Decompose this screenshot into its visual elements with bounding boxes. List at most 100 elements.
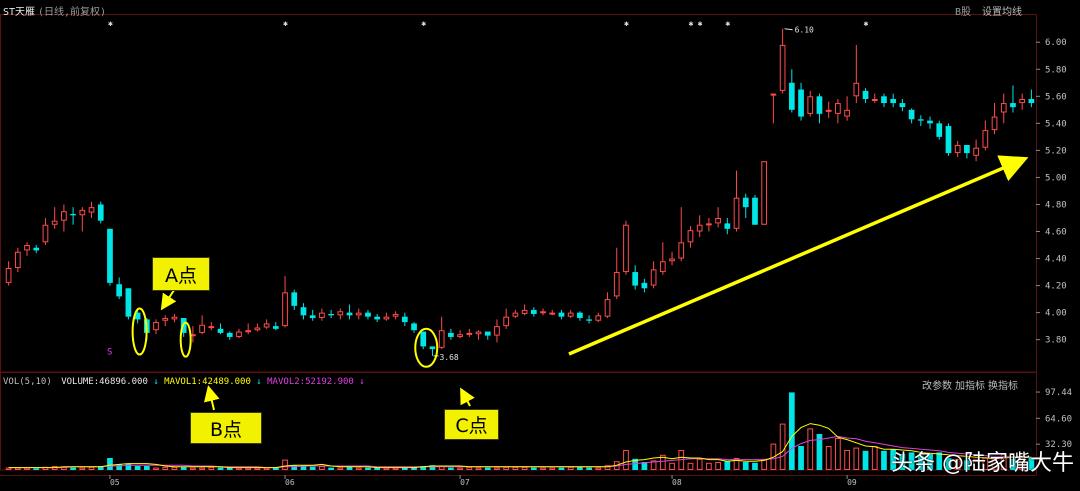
candle [291, 289, 298, 310]
volume-header: VOL(5,10) VOLUME:46896.000 ↓ MAVOL1:4248… [3, 377, 365, 387]
candle [438, 316, 445, 350]
candle [954, 140, 961, 158]
candle-body [1010, 103, 1016, 108]
candle [33, 245, 40, 254]
candle-body [623, 224, 629, 273]
candle-body [659, 261, 666, 273]
price-tick-label: 4.40 [1045, 255, 1067, 265]
candle-body [549, 312, 556, 315]
volume-bar [153, 467, 159, 471]
volume-bar [457, 467, 463, 471]
candle [973, 139, 979, 162]
ma-settings-button[interactable]: 设置均线 [982, 7, 1022, 18]
volume-bar [540, 467, 546, 471]
event-marker-icon: ✱ [624, 19, 629, 28]
volume-bar [484, 467, 491, 470]
add-indicator-button[interactable]: 加指标 [955, 381, 985, 392]
candle-body [816, 96, 823, 114]
candle [816, 93, 823, 124]
candle [420, 331, 427, 350]
volume-bar [927, 454, 933, 470]
arrow-b [203, 385, 220, 411]
volume-bar [254, 467, 261, 471]
volume-bar [411, 466, 417, 470]
volume-bar [586, 467, 592, 470]
volume-bar [171, 466, 178, 470]
volume-bar [807, 428, 814, 470]
price-tick-label: 4.00 [1045, 309, 1067, 319]
volume-bar [954, 458, 961, 470]
volume-bar [835, 438, 841, 470]
candle [512, 309, 519, 319]
candle-body [696, 224, 703, 232]
price-tick-label: 5.80 [1045, 65, 1067, 75]
candle [678, 207, 685, 262]
period-label: (日线,前复权) [38, 7, 107, 18]
volume-bar [908, 452, 915, 470]
trend-arrow [568, 155, 1029, 356]
volume-bar [282, 459, 288, 471]
b-share-button[interactable]: B股 [955, 7, 972, 18]
volume-bar [208, 466, 215, 470]
candle [392, 311, 399, 320]
candle [881, 93, 887, 108]
candle [567, 309, 574, 319]
s-marker-label: S [107, 347, 112, 357]
volume-bar [245, 467, 252, 471]
candle-body [236, 331, 242, 337]
candle-body [14, 251, 21, 269]
candle [153, 319, 159, 335]
switch-indicator-button[interactable]: 换指标 [988, 381, 1018, 392]
candle-body [291, 292, 298, 306]
candle-body [862, 90, 869, 100]
candle [199, 315, 205, 335]
candle-body [272, 326, 279, 329]
candle-body [199, 324, 205, 333]
event-marker-icon: ✱ [283, 19, 288, 28]
event-marker-icon: ✱ [698, 19, 703, 28]
volume-bar [97, 466, 104, 470]
candle [337, 308, 344, 320]
volume-tick-label: 32.30 [1045, 440, 1072, 450]
candle-body [954, 144, 961, 154]
candle [613, 247, 620, 300]
low-marker-label: 3.68 [439, 353, 458, 362]
candle [457, 330, 463, 339]
candle [844, 96, 850, 121]
volume-value: VOLUME:46896.000 [61, 377, 148, 387]
candle-body [153, 322, 159, 331]
candle [641, 278, 648, 293]
volume-bar [964, 460, 970, 470]
candle [466, 328, 473, 337]
change-params-button[interactable]: 改参数 [922, 381, 952, 392]
volume-bar [623, 450, 629, 470]
volume-bar [779, 423, 786, 471]
candle-body [881, 96, 887, 104]
candle-body [51, 220, 58, 225]
volume-bar [724, 461, 731, 470]
candle-body [632, 272, 639, 286]
volume-bar [752, 462, 758, 470]
price-tick-label: 6.00 [1045, 38, 1067, 48]
volume-bar [641, 462, 648, 470]
candle-body [540, 311, 546, 314]
candle [927, 116, 933, 129]
volume-bar [14, 467, 21, 471]
candle-body [88, 207, 95, 213]
candle-body [42, 224, 49, 243]
volume-bar [448, 467, 454, 470]
volume-bar [530, 467, 537, 470]
candle-body [401, 316, 408, 323]
candle-body [484, 331, 491, 336]
volume-bar [365, 467, 371, 470]
volume-bar [217, 467, 224, 470]
candle-body [844, 109, 850, 117]
candle [475, 330, 482, 340]
volume-bar [567, 466, 574, 470]
candle [798, 82, 804, 121]
candle [733, 170, 740, 232]
candle [982, 120, 989, 151]
label-c: C点 [444, 409, 499, 440]
candle-body [530, 309, 537, 314]
